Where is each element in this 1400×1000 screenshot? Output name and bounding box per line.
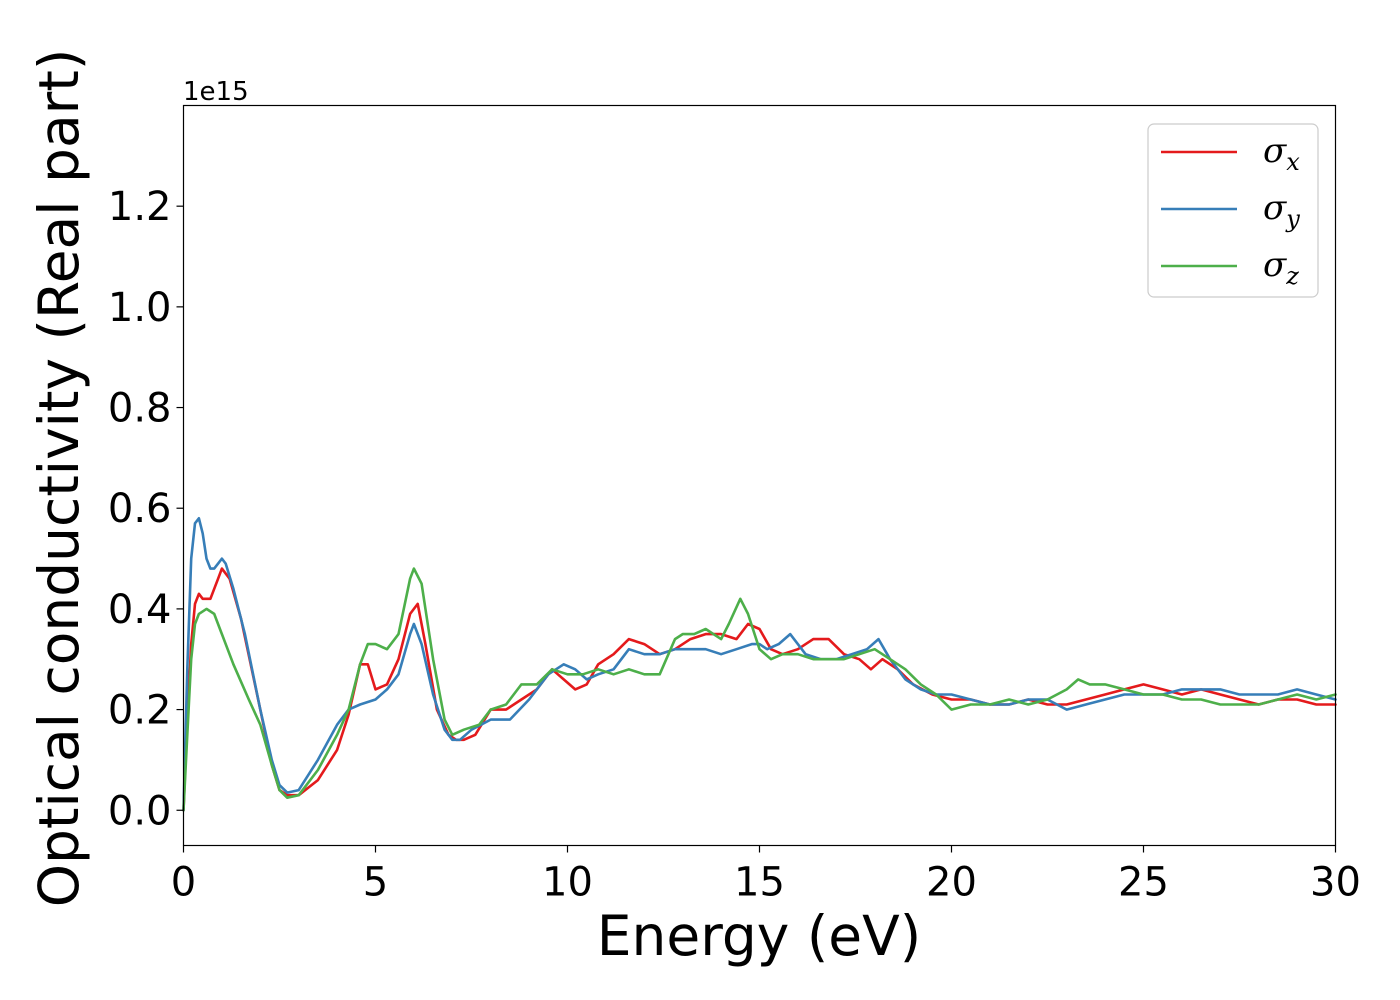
y-tick-label: 0.0 bbox=[108, 788, 172, 834]
x-tick-label: 10 bbox=[542, 860, 593, 906]
x-tick-label: 5 bbox=[363, 860, 388, 906]
y-tick-label: 1.2 bbox=[108, 184, 172, 230]
legend-label-z: σz bbox=[1263, 245, 1299, 290]
x-axis-ticks: 0 5 10 15 20 25 30 bbox=[171, 845, 1361, 906]
y-tick-label: 0.2 bbox=[108, 688, 172, 734]
plot-lines bbox=[182, 517, 1337, 812]
x-tick-label: 25 bbox=[1118, 860, 1169, 906]
series-line-z bbox=[182, 567, 1337, 812]
legend: σx σy σz bbox=[1147, 123, 1319, 298]
x-tick-label: 20 bbox=[926, 860, 977, 906]
y-tick-label: 0.8 bbox=[108, 386, 172, 432]
y-tick-label: 0.4 bbox=[108, 587, 172, 633]
x-tick-label: 15 bbox=[734, 860, 785, 906]
legend-label-y: σy bbox=[1263, 188, 1300, 233]
legend-label-x: σx bbox=[1263, 131, 1300, 176]
x-tick-label: 30 bbox=[1310, 860, 1361, 906]
x-axis-label: Energy (eV) bbox=[597, 904, 921, 968]
legend-box bbox=[1147, 123, 1319, 298]
series-line-y bbox=[182, 517, 1337, 812]
y-axis-ticks: 0.0 0.2 0.4 0.6 0.8 1.0 1.2 bbox=[108, 184, 184, 834]
x-tick-label: 0 bbox=[171, 860, 196, 906]
series-line-x bbox=[182, 567, 1337, 812]
y-tick-label: 1.0 bbox=[108, 285, 172, 331]
y-offset-label: 1e15 bbox=[183, 77, 249, 107]
y-axis-label: Optical conductivity (Real part) bbox=[27, 49, 91, 908]
y-tick-label: 0.6 bbox=[108, 486, 172, 532]
